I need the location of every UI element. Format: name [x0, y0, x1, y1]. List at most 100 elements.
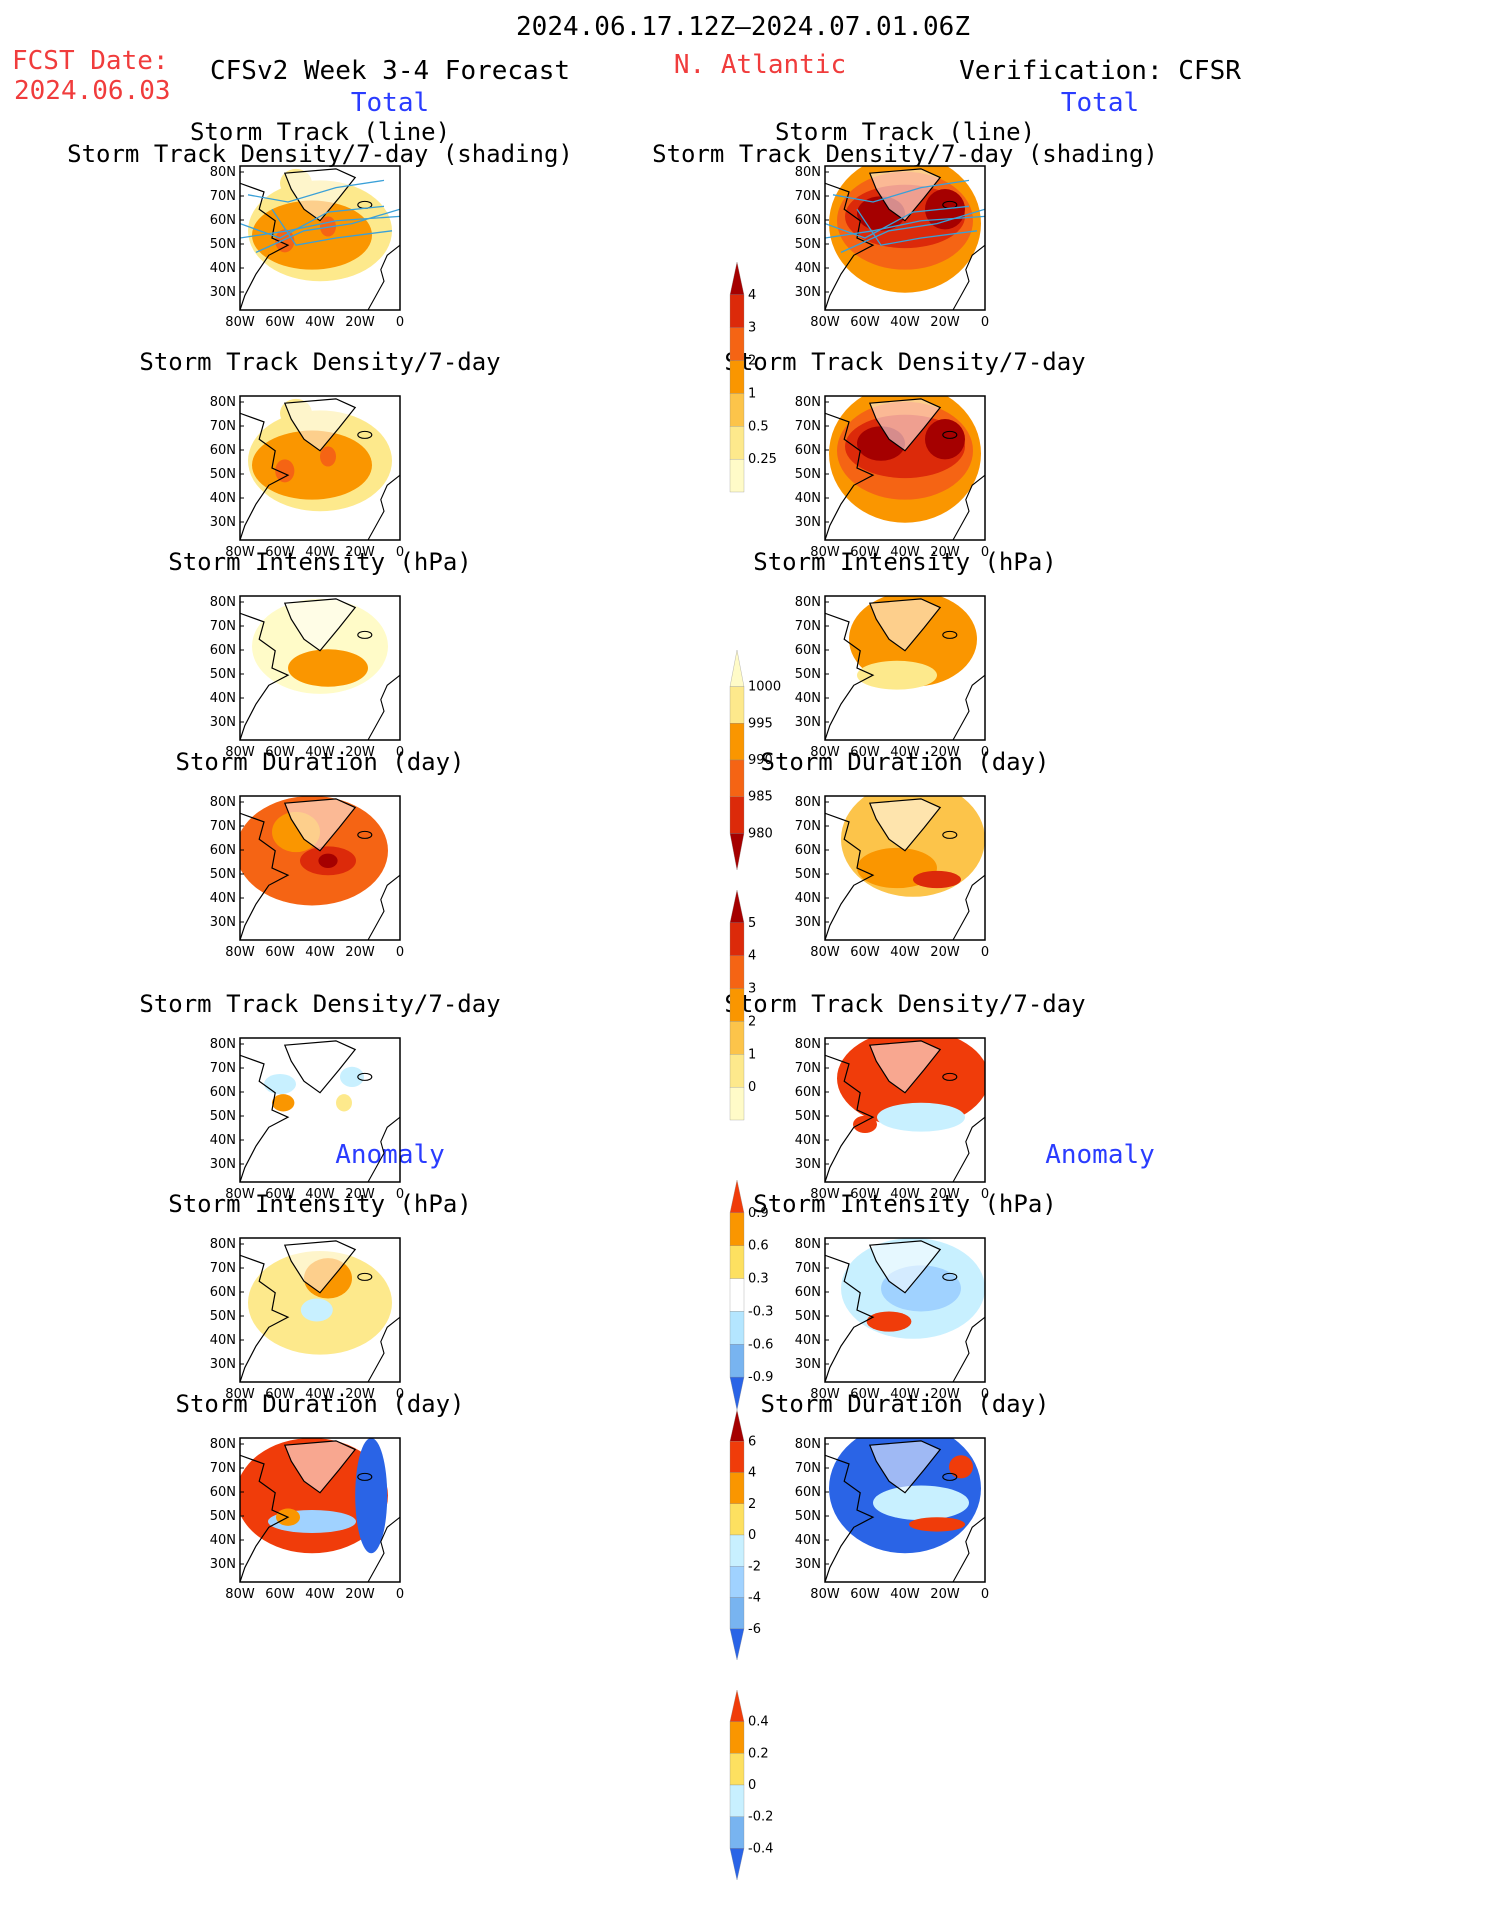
panel-subtitle: Storm Duration (day) — [175, 748, 465, 776]
colorbar-swatch — [729, 360, 745, 394]
panel-subtitle: Storm Track Density/7-day (shading) — [652, 140, 1158, 168]
lon-tick-label: 60W — [850, 1187, 880, 1202]
europe-africa-coastline — [952, 1116, 985, 1182]
colorbar-label: 1000 — [748, 680, 781, 695]
map-border — [824, 165, 986, 311]
lon-tick-label: 20W — [930, 1187, 960, 1202]
lon-tick-label: 0 — [396, 1387, 404, 1402]
map-border — [824, 395, 986, 541]
colorbar-label: 995 — [748, 716, 773, 731]
colorbar-swatch — [729, 1753, 745, 1786]
colorbar-label: 4 — [748, 288, 756, 303]
greenland-coastline — [283, 1440, 357, 1494]
lat-tick-label: 70N — [795, 189, 821, 204]
colorbar-swatch — [729, 1054, 745, 1088]
colorbar-label: 4 — [748, 949, 756, 964]
colorbar-swatch — [729, 650, 745, 687]
lat-tick-label: 40N — [795, 261, 821, 276]
lat-tick-label: 60N — [795, 443, 821, 458]
colorbar-swatch — [729, 759, 745, 797]
lat-tick-label: 70N — [795, 819, 821, 834]
colorbar-label: 1 — [748, 1047, 756, 1062]
map-frame: 80N 70N 60N 50N 40N 30N 80W 60W 40W 20W 0 — [795, 165, 989, 330]
shaded-region — [340, 1066, 364, 1087]
map-frame: 80N 70N 60N 50N 40N 30N 80W 60W 40W 20W 0 — [210, 1237, 404, 1402]
lat-tick-label: 30N — [795, 915, 821, 930]
map-frame: 80N 70N 60N 50N 40N 30N 80W 60W 40W 20W 0 — [210, 395, 404, 560]
lon-tick-label: 0 — [981, 745, 989, 760]
colorbar-label: 6 — [748, 1434, 756, 1449]
lon-tick-label: 80W — [810, 945, 840, 960]
map-frame: 80N 70N 60N 50N 40N 30N 80W 60W 40W 20W 0 — [795, 595, 989, 760]
iceland-coastline — [357, 430, 373, 439]
panel-subtitle: Storm Intensity (hPa) — [168, 548, 472, 576]
colorbar-label: 990 — [748, 753, 773, 768]
lat-tick-label: 40N — [210, 1533, 236, 1548]
storm-track-line — [271, 208, 393, 246]
colorbar-label: 0.4 — [748, 1715, 769, 1730]
lat-tick-label: 80N — [795, 1237, 821, 1252]
lat-tick-label: 80N — [795, 1437, 821, 1452]
colorbar-swatch — [729, 1690, 745, 1722]
shaded-region — [318, 853, 338, 868]
lon-tick-label: 80W — [225, 545, 255, 560]
colorbar-duration: 5 4 3 2 1 0 — [729, 890, 756, 1121]
colorbar-swatch — [729, 988, 745, 1022]
lon-tick-label: 60W — [265, 545, 295, 560]
iceland-coastline — [942, 1272, 958, 1281]
map-border — [824, 595, 986, 741]
shaded-region — [288, 649, 368, 687]
lon-tick-label: 80W — [225, 1387, 255, 1402]
colorbar-label: 2 — [748, 354, 756, 369]
colorbar-swatch — [729, 1245, 745, 1279]
colorbar-label: -0.3 — [748, 1304, 773, 1319]
lon-tick-label: 0 — [396, 745, 404, 760]
lat-tick-label: 80N — [795, 1037, 821, 1052]
lat-tick-label: 50N — [210, 1109, 236, 1124]
lat-tick-label: 30N — [210, 285, 236, 300]
lat-tick-label: 50N — [210, 1309, 236, 1324]
lat-tick-label: 80N — [795, 165, 821, 180]
lon-tick-label: 80W — [225, 315, 255, 330]
map-frame: 80N 70N 60N 50N 40N 30N 80W 60W 40W 20W 0 — [210, 595, 404, 760]
lon-tick-label: 60W — [265, 1387, 295, 1402]
map-border — [239, 1037, 401, 1183]
europe-africa-coastline — [952, 874, 985, 940]
lon-tick-label: 40W — [305, 1187, 335, 1202]
lat-tick-label: 50N — [210, 867, 236, 882]
colorbar-label: 0.2 — [748, 1746, 769, 1761]
lon-tick-label: 40W — [890, 1587, 920, 1602]
lon-tick-label: 20W — [930, 1587, 960, 1602]
lat-tick-label: 60N — [210, 1285, 236, 1300]
lat-tick-label: 30N — [210, 1357, 236, 1372]
panel-subtitle: Storm Intensity (hPa) — [753, 548, 1057, 576]
lat-tick-label: 60N — [795, 843, 821, 858]
lat-tick-label: 60N — [210, 843, 236, 858]
lon-tick-label: 20W — [930, 945, 960, 960]
colorbar-swatch — [729, 1597, 745, 1629]
greenland-coastline — [868, 1440, 942, 1494]
europe-africa-coastline — [367, 1516, 400, 1582]
lat-tick-label: 80N — [210, 1237, 236, 1252]
lon-tick-label: 40W — [305, 945, 335, 960]
lat-tick-label: 60N — [210, 1085, 236, 1100]
colorbar-swatch — [729, 1721, 745, 1754]
colorbar-intensity: 1000 995 990 985 980 — [729, 650, 781, 871]
lon-tick-label: 20W — [345, 545, 375, 560]
colorbar-swatch — [729, 1816, 745, 1849]
panel-title: Storm Track (line) — [189, 118, 451, 146]
greenland-coastline — [283, 1240, 357, 1294]
lat-tick-label: 50N — [210, 467, 236, 482]
colorbar-swatch — [729, 1344, 745, 1378]
lat-tick-label: 70N — [795, 1061, 821, 1076]
colorbar-swatch — [729, 327, 745, 361]
lat-tick-label: 80N — [210, 165, 236, 180]
lon-tick-label: 40W — [890, 315, 920, 330]
map-border — [824, 1237, 986, 1383]
colorbar-swatch — [729, 1376, 745, 1411]
lat-tick-label: 70N — [210, 419, 236, 434]
europe-africa-coastline — [952, 244, 985, 310]
lon-tick-label: 60W — [850, 315, 880, 330]
lon-tick-label: 60W — [850, 1387, 880, 1402]
lat-tick-label: 30N — [795, 1357, 821, 1372]
